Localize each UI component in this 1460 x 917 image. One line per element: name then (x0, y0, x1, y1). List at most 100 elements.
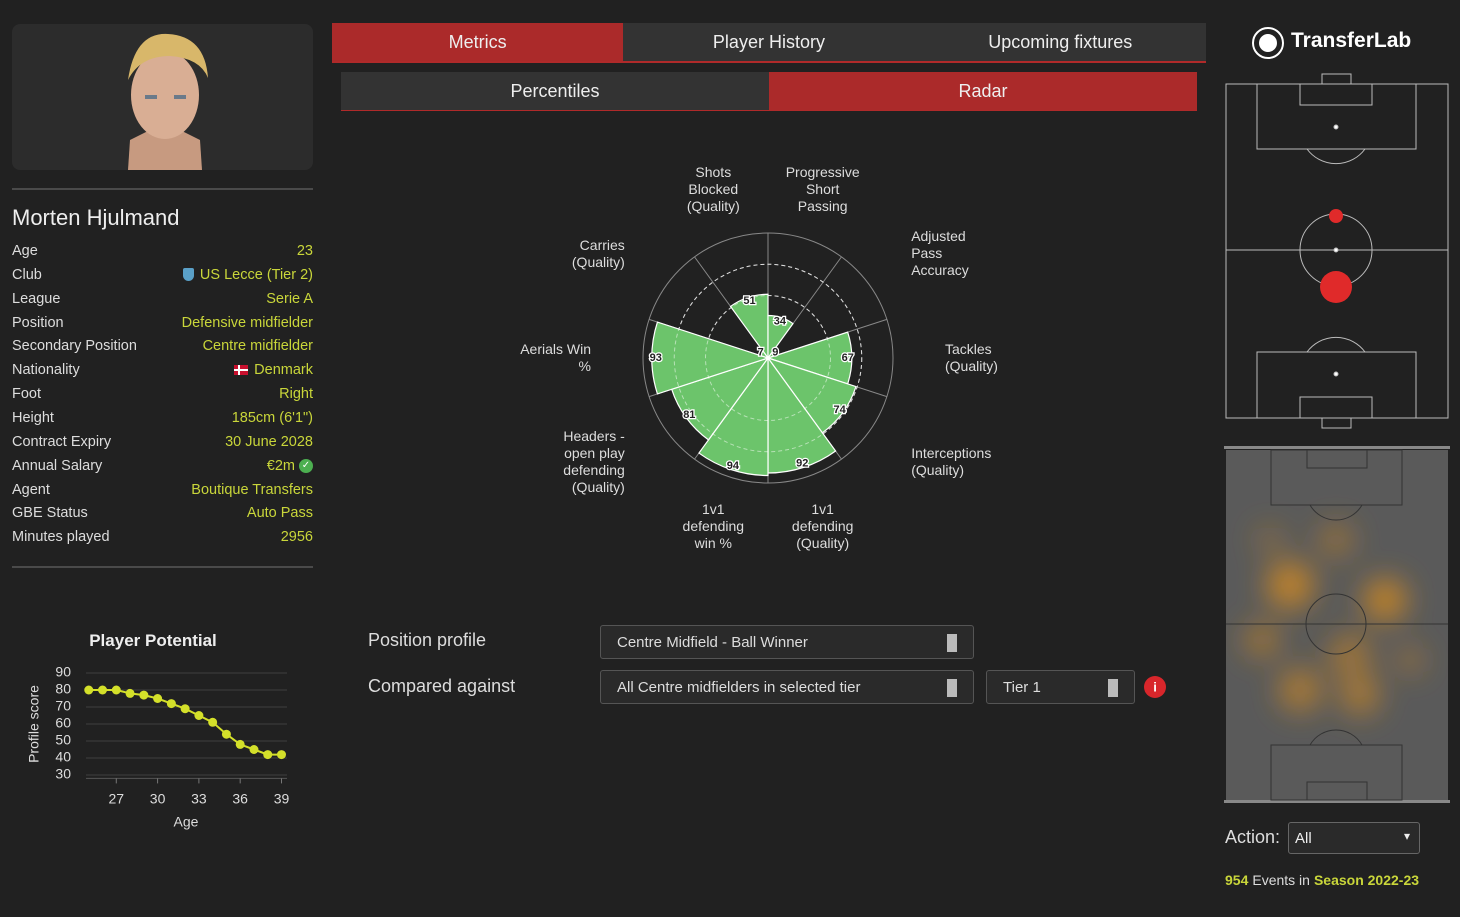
potential-point (166, 699, 176, 709)
potential-point (111, 685, 121, 695)
radar-ring (705, 295, 831, 421)
dropdown[interactable]: Tier 1 (986, 670, 1135, 704)
field-value-row: Denmark (234, 362, 313, 378)
events-part: 954 (1225, 872, 1249, 888)
field-value-row: 185cm (6'1") (232, 410, 313, 426)
potential-point (194, 711, 204, 720)
verified-icon: ✓ (299, 458, 313, 473)
info-icon[interactable] (1144, 676, 1166, 698)
potential-point (249, 745, 259, 754)
y-tick-label: 50 (55, 732, 71, 748)
radar-ring (673, 263, 863, 453)
radar-category-label: Aerials Win % (520, 341, 591, 374)
field-value: 185cm (6'1") (231, 409, 313, 426)
field-value-row: Right (279, 386, 313, 402)
x-tick-label: 33 (191, 791, 207, 807)
potential-point (235, 739, 245, 749)
radar-wedge (698, 356, 769, 477)
potential-point (180, 704, 190, 714)
player-photo (128, 33, 208, 170)
subtab[interactable]: Radar (769, 72, 1197, 110)
field-label: GBE Status (12, 505, 88, 522)
radar-category-label: Carries (Quality) (571, 236, 625, 270)
radar-category-label: Headers - open play defending (Quality) (563, 428, 625, 496)
tab[interactable]: Upcoming fixtures (914, 23, 1206, 61)
potential-point (84, 685, 94, 695)
form-label: Position profile (368, 630, 487, 650)
field-value: Auto Pass (246, 505, 313, 522)
logo-icon (1252, 27, 1284, 59)
potential-point (139, 690, 149, 700)
radar-category-label: 1v1 defending win % (682, 500, 745, 551)
y-tick-label: 80 (55, 681, 71, 697)
field-label: Position (12, 314, 64, 331)
field-value: 2956 (280, 529, 313, 546)
tab[interactable]: Metrics (332, 23, 624, 61)
field-label: Contract Expiry (12, 433, 112, 450)
field-label: Annual Salary (12, 457, 103, 474)
field-value-row: Auto Pass (247, 505, 313, 521)
field-value-row: Defensive midfielder (182, 315, 313, 331)
y-tick-label: 40 (55, 749, 71, 765)
events-summary: 954 Events in Season 2022-23 (1225, 872, 1419, 888)
event-marker (1329, 209, 1343, 223)
x-tick-label: 27 (108, 791, 124, 807)
subtab[interactable]: Percentiles (341, 72, 769, 110)
event-marker (1320, 271, 1352, 303)
field-value: €2m (266, 457, 295, 474)
field-value: Boutique Transfers (191, 481, 313, 498)
heatmap (1244, 522, 1424, 715)
radar-value-label: 92 (796, 457, 808, 469)
events-part: Season 2022-23 (1313, 872, 1420, 888)
field-label: Minutes played (12, 529, 110, 546)
potential-point (263, 750, 273, 760)
field-value: Denmark (254, 362, 313, 379)
subtab-underline (341, 110, 1197, 111)
action-select[interactable]: All (1288, 822, 1420, 854)
action-label: Action: (1225, 827, 1281, 847)
potential-point (221, 729, 231, 739)
field-value-row: 2956 (281, 529, 313, 545)
field-value-row: 30 June 2028 (225, 434, 313, 450)
info-icon-glyph: i (1153, 679, 1157, 694)
dropdown-handle (947, 679, 957, 697)
potential-point (125, 688, 135, 698)
dropdown[interactable]: Centre Midfield - Ball Winner (600, 625, 974, 659)
events-part: Events in (1252, 872, 1310, 888)
radar-value-label: 74 (833, 404, 846, 416)
radar-wedge (729, 293, 769, 360)
heatmap-border (1224, 800, 1450, 803)
radar-category-label: Adjusted Pass Accuracy (911, 228, 969, 279)
tab[interactable]: Player History (623, 23, 915, 61)
field-label: League (12, 290, 61, 307)
field-value: Serie A (266, 290, 313, 307)
field-value: Defensive midfielder (181, 314, 313, 331)
field-label: Age (12, 243, 38, 259)
y-tick-label: 70 (55, 698, 71, 714)
y-tick-label: 30 (55, 766, 71, 782)
field-value: 30 June 2028 (225, 433, 313, 450)
radar-value-label: 67 (842, 352, 854, 364)
field-label: Secondary Position (12, 338, 137, 355)
potential-point (153, 694, 163, 703)
heatmap-border (1224, 446, 1450, 449)
radar-value-label: 34 (774, 315, 787, 327)
radar-category-label: 1v1 defending (Quality) (791, 500, 854, 551)
pitch (1225, 73, 1449, 429)
field-label: Height (12, 409, 54, 426)
radar-wedge (651, 321, 770, 395)
potential-point (98, 685, 108, 695)
radar-value-label: 9 (772, 347, 778, 359)
field-value-row: Centre midfielder (203, 338, 313, 354)
x-axis-label: Age (174, 814, 199, 830)
x-tick-label: 39 (274, 791, 290, 807)
y-tick-label: 90 (55, 664, 71, 680)
field-value: Right (279, 386, 313, 403)
field-label: Foot (12, 386, 42, 403)
field-value-row: €2m ✓ (267, 458, 313, 474)
field-value-row: 23 (297, 243, 313, 259)
dropdown[interactable]: All Centre midfielders in selected tier (600, 670, 974, 704)
chart-title: Player Potential (89, 631, 217, 650)
select-arrow: ▾ (1404, 829, 1411, 843)
